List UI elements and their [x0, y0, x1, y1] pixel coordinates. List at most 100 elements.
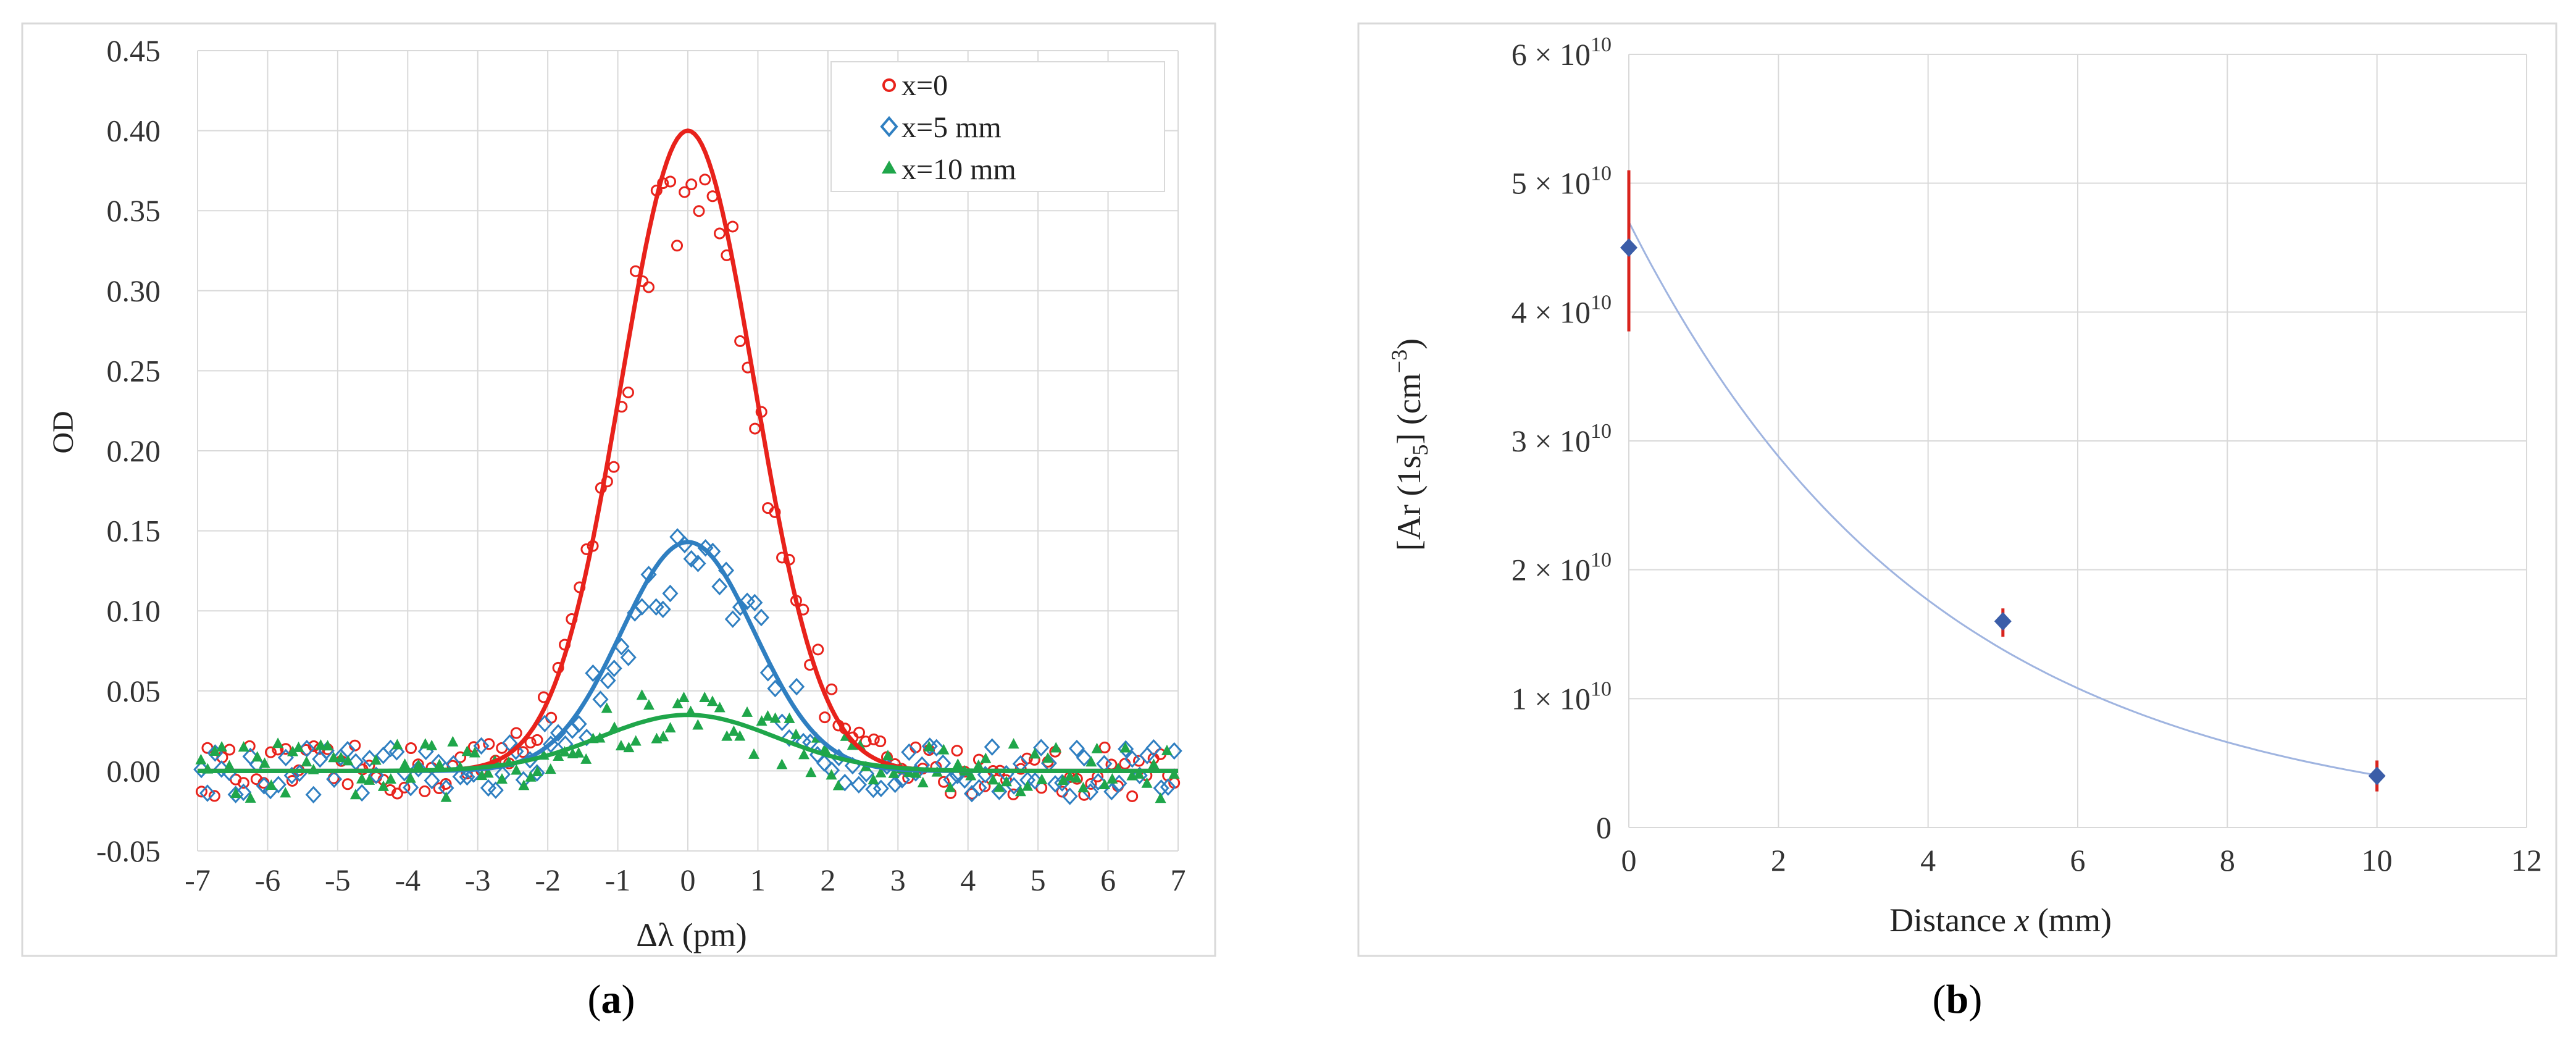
data-point-x10: [944, 781, 956, 792]
data-point-x0: [693, 205, 705, 217]
data-point-x5: [620, 648, 637, 666]
data-point-x0: [264, 746, 277, 758]
x-tick-label: 10: [2362, 843, 2393, 878]
x-tick-label: 6: [2070, 843, 2086, 878]
data-point-x5: [361, 750, 378, 768]
data-point-x10: [882, 750, 893, 761]
x-tick-label: 3: [890, 863, 906, 897]
data-point-x10: [377, 780, 389, 791]
data-point-x10: [1064, 770, 1076, 781]
data-point-x5: [473, 737, 490, 755]
data-point-x10: [888, 767, 900, 778]
data-point-x0: [1133, 755, 1145, 767]
data-point-x10: [923, 740, 935, 752]
data-point-x10: [1155, 792, 1166, 803]
data-point-x10: [1057, 774, 1069, 785]
data-point-x5: [600, 671, 616, 690]
data-point-x5: [459, 768, 475, 786]
y-tick-label: 6 × 1010: [1512, 33, 1612, 72]
data-point-x5: [753, 608, 770, 627]
data-point-x5: [872, 779, 889, 797]
data-point-x0: [531, 734, 543, 746]
data-point-x5: [592, 690, 609, 708]
data-point-x10: [826, 769, 837, 780]
data-point-x5: [648, 598, 664, 616]
data-point-x10: [245, 792, 256, 803]
x-tick-label: 12: [2511, 843, 2542, 878]
data-point-x10: [580, 753, 592, 764]
data-point-x0: [440, 777, 452, 790]
panel-a-legend: x=0 x=5 mm x=10 mm: [830, 61, 1165, 192]
data-point-x10: [1161, 744, 1173, 755]
data-point-x10: [769, 712, 781, 723]
data-point-x10: [1042, 752, 1054, 763]
data-point: [1994, 612, 2012, 631]
data-point-x0: [280, 743, 292, 755]
data-point-x10: [1050, 742, 1062, 753]
data-point-x0: [286, 774, 298, 787]
data-point-x10: [1071, 772, 1082, 783]
data-point-x10: [756, 715, 767, 726]
data-point-x5: [326, 770, 343, 788]
data-point-x10: [370, 754, 382, 765]
data-point-x5: [971, 779, 987, 797]
data-point-x10: [1106, 773, 1118, 784]
data-point-x10: [658, 731, 669, 742]
data-point-x10: [496, 773, 508, 784]
data-point-x10: [342, 755, 354, 766]
data-point-x10: [832, 779, 844, 790]
data-point-x5: [1076, 748, 1092, 767]
data-point-x10: [266, 779, 277, 790]
data-point-x0: [819, 711, 831, 724]
data-point-x10: [1036, 773, 1048, 784]
legend-label-x5: x=5 mm: [901, 111, 1002, 144]
data-point-x10: [784, 712, 795, 723]
data-point-x5: [816, 754, 833, 773]
data-point: [1620, 238, 1637, 257]
legend-label-x0: x=0: [901, 69, 948, 102]
data-point-x0: [664, 175, 677, 188]
data-point-x0: [237, 777, 249, 789]
data-point-x10: [664, 722, 676, 733]
data-point-x0: [938, 776, 950, 788]
y-tick-label: 0: [1596, 810, 1612, 845]
x-tick-label: 0: [680, 863, 696, 897]
data-point-x10: [349, 789, 361, 800]
y-tick-label: 0.45: [107, 33, 161, 68]
data-point-x0: [671, 240, 684, 252]
legend-label-x10: x=10 mm: [901, 153, 1016, 186]
data-point-x10: [511, 764, 522, 775]
data-point-x10: [972, 759, 984, 770]
y-tick-label: 0.40: [107, 114, 161, 148]
data-point-x10: [868, 774, 879, 785]
y-tick-label: 1 × 1010: [1512, 677, 1612, 716]
data-point-x10: [426, 739, 438, 750]
x-tick-label: 6: [1100, 863, 1116, 897]
data-point-x10: [672, 698, 684, 709]
data-point-x5: [901, 743, 918, 761]
data-point-x10: [433, 758, 445, 769]
data-point-x10: [1077, 782, 1089, 793]
data-point-x10: [623, 742, 635, 753]
data-point-x10: [601, 702, 613, 713]
exponential-fit-line: [1628, 221, 2377, 776]
data-point-x0: [1119, 758, 1131, 770]
data-point-x5: [227, 785, 244, 803]
y-tick-label: 4 × 1010: [1512, 291, 1612, 329]
data-point-x0: [853, 726, 865, 739]
data-point-x5: [424, 771, 440, 790]
data-point-x10: [553, 750, 564, 761]
data-point-x0: [419, 785, 431, 797]
data-point-x10: [1014, 785, 1026, 797]
data-point-x0: [1126, 790, 1139, 802]
data-point-x5: [388, 743, 405, 761]
data-point-x10: [545, 763, 556, 774]
legend-marker-x10: [882, 161, 897, 174]
data-point-x0: [874, 735, 887, 747]
data-point-x10: [847, 739, 858, 750]
data-point-x10: [391, 739, 403, 750]
data-point-x10: [798, 748, 810, 760]
xlabel-pre: Distance: [1889, 902, 2014, 939]
xlabel-italic: x: [2014, 902, 2029, 939]
data-point-x5: [1139, 747, 1155, 764]
